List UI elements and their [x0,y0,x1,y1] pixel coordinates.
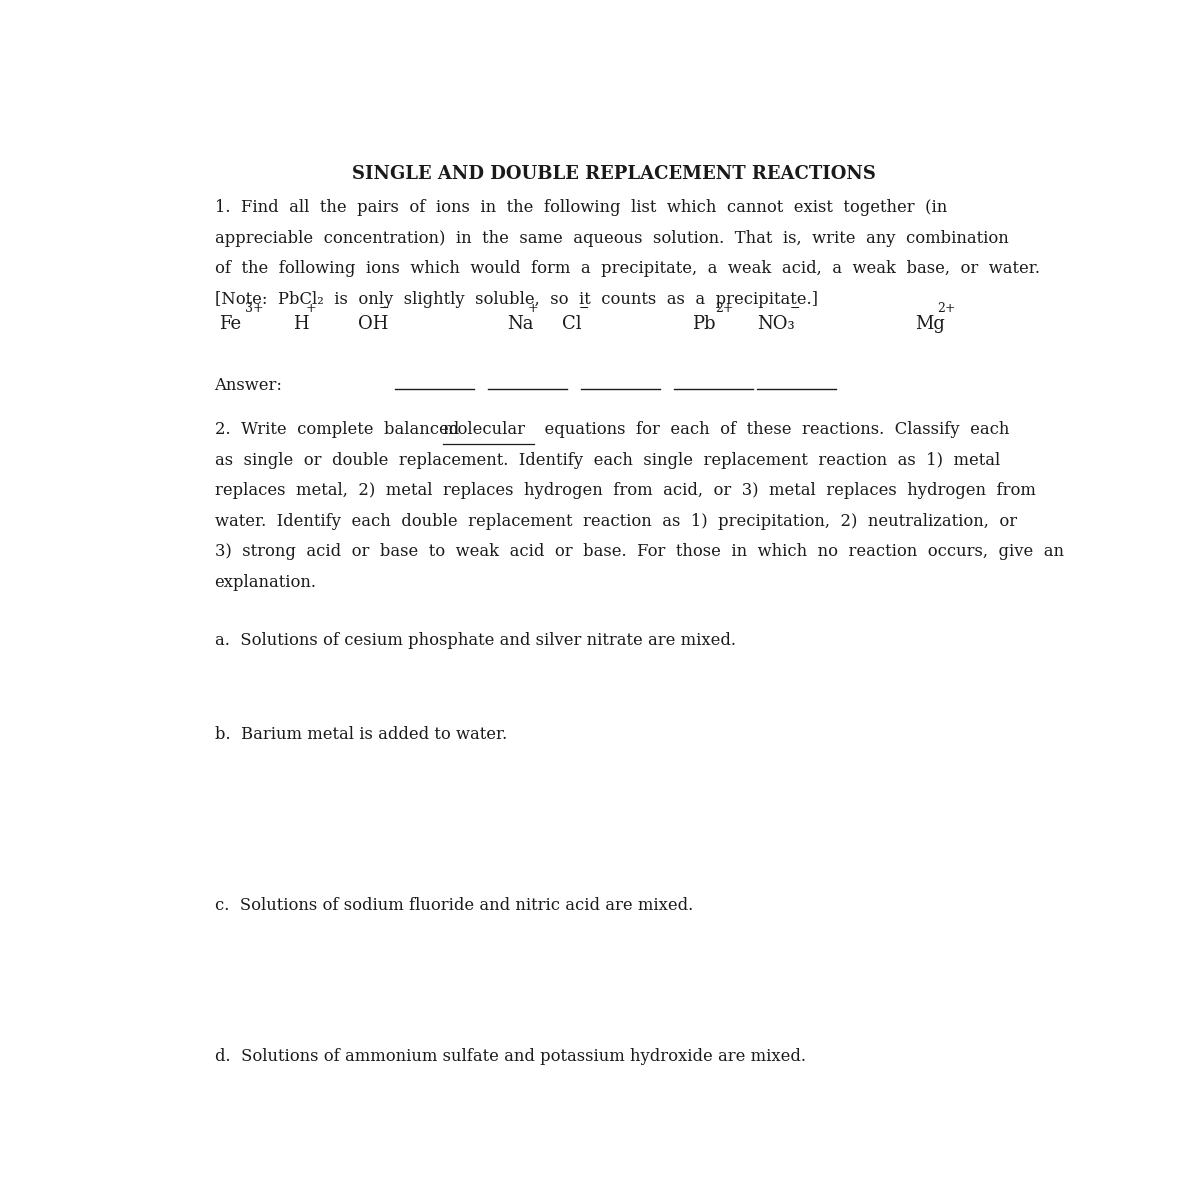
Text: Mg: Mg [915,314,944,332]
Text: 1.  Find  all  the  pairs  of  ions  in  the  following  list  which  cannot  ex: 1. Find all the pairs of ions in the fol… [214,199,947,216]
Text: 2.  Write  complete  balanced: 2. Write complete balanced [214,421,469,438]
Text: of  the  following  ions  which  would  form  a  precipitate,  a  weak  acid,  a: of the following ions which would form a… [214,260,1039,277]
Text: replaces  metal,  2)  metal  replaces  hydrogen  from  acid,  or  3)  metal  rep: replaces metal, 2) metal replaces hydrog… [214,482,1035,499]
Text: 2+: 2+ [716,302,734,316]
Text: explanation.: explanation. [214,574,316,590]
Text: equations  for  each  of  these  reactions.  Classify  each: equations for each of these reactions. C… [534,421,1009,438]
Text: appreciable  concentration)  in  the  same  aqueous  solution.  That  is,  write: appreciable concentration) in the same a… [214,230,1008,247]
Text: d.  Solutions of ammonium sulfate and potassium hydroxide are mixed.: d. Solutions of ammonium sulfate and pot… [214,1048,806,1064]
Text: −: − [790,302,801,316]
Text: a.  Solutions of cesium phosphate and silver nitrate are mixed.: a. Solutions of cesium phosphate and sil… [214,632,736,649]
Text: H: H [293,314,309,332]
Text: as  single  or  double  replacement.  Identify  each  single  replacement  react: as single or double replacement. Identif… [214,451,999,469]
Text: c.  Solutions of sodium fluoride and nitric acid are mixed.: c. Solutions of sodium fluoride and nitr… [214,898,693,914]
Text: NO₃: NO₃ [758,314,795,332]
Text: −: − [378,302,389,316]
Text: 3+: 3+ [245,302,263,316]
Text: 2+: 2+ [937,302,955,316]
Text: [Note:  PbCl₂  is  only  slightly  soluble,  so  it  counts  as  a  precipitate.: [Note: PbCl₂ is only slightly soluble, s… [214,290,818,308]
Text: Cl: Cl [563,314,582,332]
Text: Answer:: Answer: [214,377,282,394]
Text: OH: OH [358,314,389,332]
Text: +: + [527,302,537,316]
Text: −: − [579,302,590,316]
Text: +: + [305,302,316,316]
Text: b.  Barium metal is added to water.: b. Barium metal is added to water. [214,726,506,743]
Text: water.  Identify  each  double  replacement  reaction  as  1)  precipitation,  2: water. Identify each double replacement … [214,512,1016,529]
Text: SINGLE AND DOUBLE REPLACEMENT REACTIONS: SINGLE AND DOUBLE REPLACEMENT REACTIONS [352,166,875,184]
Text: Na: Na [506,314,534,332]
Text: Fe: Fe [219,314,242,332]
Text: molecular: molecular [443,421,525,438]
Text: Pb: Pb [692,314,716,332]
Text: 3)  strong  acid  or  base  to  weak  acid  or  base.  For  those  in  which  no: 3) strong acid or base to weak acid or b… [214,544,1064,560]
